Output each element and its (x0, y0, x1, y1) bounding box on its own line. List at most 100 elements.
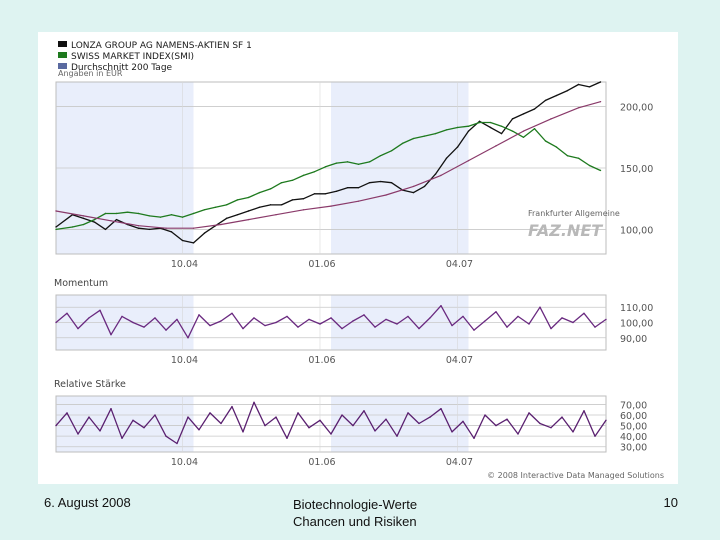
data-point-momentum (154, 317, 156, 319)
data-point-smi (258, 191, 261, 194)
x-tick-label: 01.06 (308, 457, 335, 468)
data-point-lonza (555, 94, 558, 97)
data-point-momentum (418, 327, 420, 330)
data-point-rsi (594, 435, 596, 437)
slide-page-number: 10 (663, 495, 678, 510)
data-point-lonza (379, 180, 382, 183)
data-point-rsi (385, 418, 387, 420)
data-point-lonza (192, 242, 195, 244)
data-point-ma200 (302, 209, 305, 211)
data-point-rsi (341, 414, 343, 416)
data-point-ma200 (165, 227, 167, 229)
stock-chart-panel: LONZA GROUP AG NAMENS-AKTIEN SF 1 SWISS M… (38, 32, 678, 484)
data-point-rsi (484, 414, 486, 416)
series-line-smi (55, 121, 601, 231)
data-point-smi (203, 209, 206, 211)
data-point-momentum (99, 309, 101, 311)
data-point-momentum (550, 327, 552, 330)
data-point-ma200 (577, 107, 580, 109)
data-point-lonza (478, 120, 481, 123)
data-point-smi (434, 132, 437, 135)
y-tick-label: 100,00 (620, 319, 653, 330)
data-point-momentum (231, 312, 233, 315)
data-point-lonza (544, 99, 547, 102)
data-point-rsi (209, 412, 211, 414)
data-point-rsi (154, 414, 156, 416)
data-point-lonza (236, 213, 239, 216)
data-point-momentum (539, 306, 541, 308)
data-point-ma200 (82, 215, 85, 217)
data-point-lonza (291, 199, 294, 201)
data-point-smi (522, 136, 525, 138)
data-point-smi (214, 206, 217, 209)
data-point-lonza (445, 157, 448, 159)
data-point-ma200 (495, 145, 497, 147)
data-point-smi (588, 164, 591, 167)
y-tick-label: 100,00 (620, 225, 653, 236)
data-point-lonza (258, 206, 261, 209)
data-point-lonza (247, 210, 250, 212)
data-point-smi (555, 146, 558, 148)
data-point-rsi (231, 405, 233, 408)
data-point-smi (566, 155, 569, 157)
data-point-momentum (594, 326, 596, 328)
data-point-lonza (137, 227, 140, 229)
data-point-lonza (434, 173, 437, 175)
data-point-momentum (187, 337, 189, 339)
data-point-ma200 (110, 220, 112, 222)
data-point-momentum (517, 315, 519, 318)
data-point-rsi (495, 424, 497, 427)
x-tick-label: 10.04 (171, 259, 198, 270)
data-point-smi (247, 196, 250, 199)
data-point-rsi (506, 418, 508, 420)
data-point-lonza (148, 228, 151, 231)
legend-label: Durchschnitt 200 Tage (71, 63, 173, 73)
slide-title-line2: Chancen und Risiken (293, 514, 417, 529)
data-point-lonza (511, 118, 514, 120)
data-point-rsi (220, 422, 222, 425)
data-point-lonza (566, 89, 569, 92)
data-point-smi (93, 218, 96, 221)
data-point-rsi (462, 420, 464, 423)
data-point-lonza (313, 193, 316, 195)
data-point-smi (236, 199, 239, 201)
data-point-rsi (473, 437, 475, 439)
data-point-lonza (170, 231, 173, 233)
data-point-lonza (368, 182, 371, 184)
data-point-rsi (583, 410, 585, 412)
data-point-lonza (93, 221, 96, 223)
data-point-smi (379, 155, 382, 157)
data-point-rsi (297, 412, 299, 414)
data-point-smi (467, 125, 470, 127)
data-point-ma200 (275, 213, 277, 216)
data-point-rsi (407, 412, 409, 414)
data-point-smi (423, 135, 426, 137)
data-point-ma200 (412, 185, 415, 188)
data-point-lonza (346, 186, 349, 189)
data-point-rsi (242, 431, 244, 433)
data-point-smi (478, 121, 481, 124)
data-point-rsi (286, 437, 288, 439)
data-point-smi (489, 121, 492, 124)
data-point-momentum (253, 317, 255, 319)
data-point-lonza (181, 239, 184, 242)
data-point-momentum (495, 311, 497, 313)
data-point-momentum (341, 327, 343, 330)
data-point-rsi (121, 437, 123, 439)
data-point-ma200 (55, 210, 57, 212)
data-point-lonza (390, 182, 393, 184)
slide-title-line1: Biotechnologie-Werte (293, 497, 418, 512)
data-point-lonza (467, 130, 470, 132)
x-tick-label: 01.06 (308, 259, 335, 270)
data-point-ma200 (467, 159, 470, 162)
data-point-momentum (429, 317, 431, 319)
y-tick-label: 30,00 (620, 443, 647, 454)
data-point-smi (280, 182, 283, 184)
data-point-rsi (528, 412, 530, 414)
x-tick-label: 04.07 (446, 457, 473, 468)
data-point-smi (225, 204, 228, 206)
panel-title: Momentum (54, 278, 108, 289)
data-point-rsi (330, 433, 332, 435)
y-tick-label: 200,00 (620, 103, 653, 114)
data-point-smi (71, 226, 74, 228)
